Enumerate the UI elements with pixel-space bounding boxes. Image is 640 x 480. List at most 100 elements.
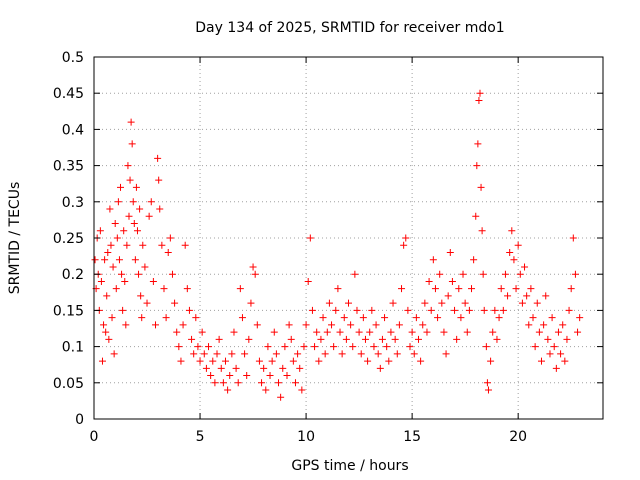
data-point bbox=[340, 314, 348, 322]
x-tick-label: 5 bbox=[196, 429, 205, 445]
data-point bbox=[234, 379, 242, 387]
data-point bbox=[332, 306, 340, 314]
data-point bbox=[501, 270, 509, 278]
data-point bbox=[258, 379, 266, 387]
data-point bbox=[489, 328, 497, 336]
data-point bbox=[368, 306, 376, 314]
data-point bbox=[504, 292, 512, 300]
data-point bbox=[268, 357, 276, 365]
data-point bbox=[537, 357, 545, 365]
data-point bbox=[236, 285, 244, 293]
data-point bbox=[103, 292, 111, 300]
data-point bbox=[330, 343, 338, 351]
data-point bbox=[516, 270, 524, 278]
data-point bbox=[569, 234, 577, 242]
data-point bbox=[264, 343, 272, 351]
data-point bbox=[119, 306, 127, 314]
data-point bbox=[353, 306, 361, 314]
data-point bbox=[351, 270, 359, 278]
data-point bbox=[389, 299, 397, 307]
data-point bbox=[313, 328, 321, 336]
data-point bbox=[129, 198, 137, 206]
data-point bbox=[542, 292, 550, 300]
data-point bbox=[306, 234, 314, 242]
data-point bbox=[448, 277, 456, 285]
data-point bbox=[198, 328, 206, 336]
data-point bbox=[221, 357, 229, 365]
data-point bbox=[342, 335, 350, 343]
data-point bbox=[255, 357, 263, 365]
data-point bbox=[321, 350, 329, 358]
data-point bbox=[177, 357, 185, 365]
data-point bbox=[544, 335, 552, 343]
data-point bbox=[550, 343, 558, 351]
data-point bbox=[477, 183, 485, 191]
data-point bbox=[205, 343, 213, 351]
data-point bbox=[370, 343, 378, 351]
data-point bbox=[183, 285, 191, 293]
data-point bbox=[425, 277, 433, 285]
x-tick-label: 0 bbox=[90, 429, 99, 445]
data-point bbox=[546, 350, 554, 358]
data-point bbox=[444, 292, 452, 300]
data-point bbox=[442, 350, 450, 358]
data-point bbox=[287, 335, 295, 343]
y-tick-label: 0.4 bbox=[62, 122, 84, 138]
data-point bbox=[315, 357, 323, 365]
data-point bbox=[533, 299, 541, 307]
data-point bbox=[387, 328, 395, 336]
data-point bbox=[155, 176, 163, 184]
data-point bbox=[272, 350, 280, 358]
data-point bbox=[190, 350, 198, 358]
data-point bbox=[207, 372, 215, 380]
data-point bbox=[391, 335, 399, 343]
y-axis-label: SRMTID / TECUs bbox=[7, 182, 23, 295]
data-point bbox=[453, 335, 461, 343]
data-point bbox=[294, 350, 302, 358]
data-point bbox=[168, 270, 176, 278]
data-point bbox=[521, 263, 529, 271]
data-point bbox=[91, 256, 99, 264]
data-point bbox=[308, 306, 316, 314]
data-point bbox=[281, 343, 289, 351]
data-point bbox=[100, 321, 108, 329]
data-point bbox=[109, 263, 117, 271]
data-point bbox=[495, 314, 503, 322]
data-point bbox=[470, 256, 478, 264]
data-point bbox=[162, 314, 170, 322]
data-point bbox=[132, 183, 140, 191]
data-point bbox=[124, 162, 132, 170]
data-point bbox=[133, 227, 141, 235]
data-point bbox=[145, 212, 153, 220]
data-point bbox=[188, 335, 196, 343]
data-point bbox=[154, 154, 162, 162]
data-points bbox=[91, 89, 584, 401]
data-point bbox=[499, 306, 507, 314]
data-point bbox=[135, 270, 143, 278]
data-point bbox=[302, 321, 310, 329]
data-point bbox=[215, 335, 223, 343]
x-tick-label: 10 bbox=[297, 429, 315, 445]
data-point bbox=[300, 343, 308, 351]
data-point bbox=[213, 350, 221, 358]
data-point bbox=[565, 306, 573, 314]
data-point bbox=[510, 256, 518, 264]
data-point bbox=[473, 162, 481, 170]
data-point bbox=[376, 364, 384, 372]
x-tick-label: 15 bbox=[403, 429, 421, 445]
data-point bbox=[404, 306, 412, 314]
data-point bbox=[111, 220, 119, 228]
data-point bbox=[383, 343, 391, 351]
data-point bbox=[419, 321, 427, 329]
data-point bbox=[173, 328, 181, 336]
data-point bbox=[527, 285, 535, 293]
data-point bbox=[296, 364, 304, 372]
data-point bbox=[484, 386, 492, 394]
data-point bbox=[421, 299, 429, 307]
data-point bbox=[440, 328, 448, 336]
data-point bbox=[508, 227, 516, 235]
data-point bbox=[336, 328, 344, 336]
data-point bbox=[128, 140, 136, 148]
data-point bbox=[249, 263, 257, 271]
